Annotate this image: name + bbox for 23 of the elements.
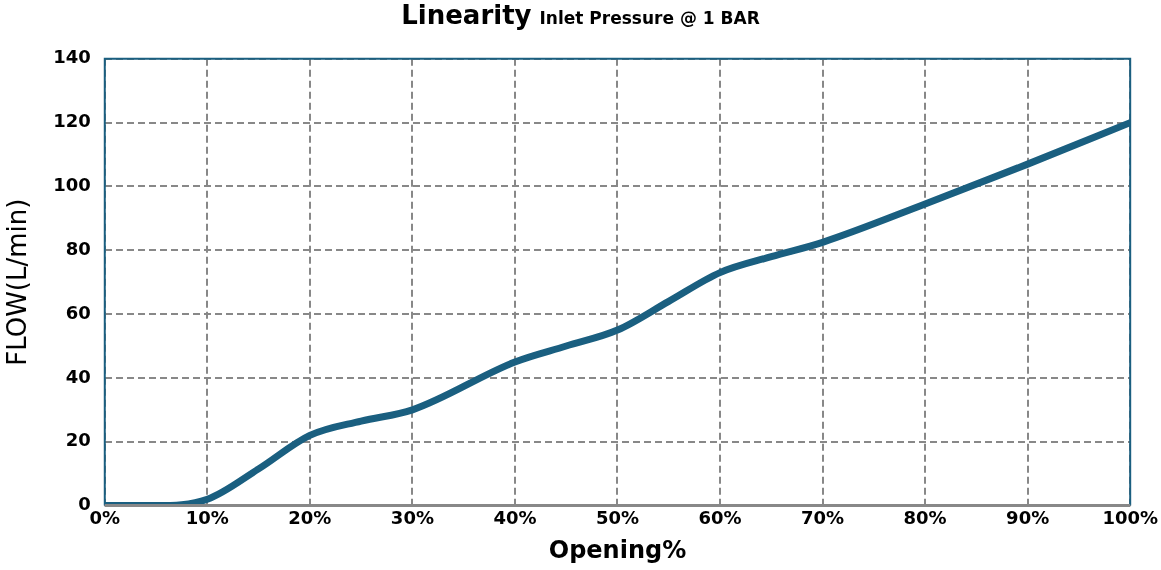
x-tick-label: 30% [390, 507, 434, 529]
chart-title: Linearity [401, 0, 532, 30]
x-tick-label: 40% [493, 507, 537, 529]
y-tick-label: 80 [65, 237, 91, 259]
x-tick-label: 60% [698, 507, 742, 529]
y-tick-label: 120 [53, 110, 91, 132]
y-tick-label: 140 [53, 46, 91, 68]
x-tick-label: 10% [185, 507, 229, 529]
x-tick-label: 90% [1006, 507, 1050, 529]
x-tick-label: 50% [595, 507, 640, 529]
x-tick-label: 70% [801, 507, 845, 529]
y-axis-title: FLOW(L/min) [2, 198, 33, 366]
x-tick-label: 100% [1102, 507, 1158, 529]
y-tick-label: 60 [65, 301, 91, 323]
x-axis-title: Opening% [548, 535, 687, 564]
x-tick-label: 0% [89, 507, 121, 529]
y-tick-label: 40 [65, 365, 91, 387]
y-tick-label: 100 [53, 174, 91, 196]
y-tick-label: 20 [65, 429, 91, 451]
x-tick-label: 80% [903, 507, 947, 529]
y-tick-label: 0 [78, 493, 91, 515]
x-tick-label: 20% [288, 507, 332, 529]
chart-subtitle: Inlet Pressure @ 1 BAR [539, 8, 760, 28]
